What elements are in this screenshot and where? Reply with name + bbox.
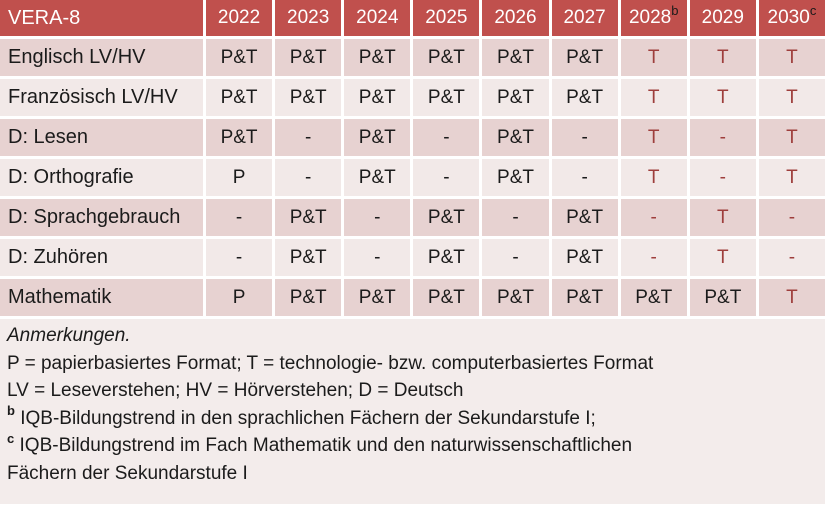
table-cell: T bbox=[620, 119, 687, 156]
table-cell: P&T bbox=[551, 199, 618, 236]
table-cell: T bbox=[620, 79, 687, 116]
column-header-2030: 2030 c bbox=[758, 0, 825, 36]
note-line: LV = Leseverstehen; HV = Hörverstehen; D… bbox=[7, 380, 464, 401]
notes-section: Anmerkungen. P = papierbasiertes Format;… bbox=[0, 319, 825, 504]
table-cell: T bbox=[758, 159, 825, 196]
table-cell: - bbox=[551, 119, 618, 156]
row-label: D: Lesen bbox=[0, 119, 203, 156]
table-cell: - bbox=[482, 239, 549, 276]
table-cell: P&T bbox=[551, 39, 618, 76]
table-cell: P&T bbox=[275, 239, 342, 276]
row-label: Französisch LV/HV bbox=[0, 79, 203, 116]
table-cell: P&T bbox=[551, 279, 618, 316]
table-cell: - bbox=[275, 159, 342, 196]
table-cell: - bbox=[344, 199, 411, 236]
table-cell: - bbox=[689, 159, 756, 196]
column-header-2024: 2024 bbox=[344, 0, 411, 36]
note-line-continuation: Fächern der Sekundarstufe I bbox=[7, 462, 248, 484]
column-header-2022: 2022 bbox=[206, 0, 273, 36]
table-cell: P&T bbox=[275, 39, 342, 76]
table-cell: P&T bbox=[206, 39, 273, 76]
table-cell: T bbox=[689, 79, 756, 116]
table-cell: P&T bbox=[482, 119, 549, 156]
table-cell: - bbox=[620, 239, 687, 276]
column-header-2026: 2026 bbox=[482, 0, 549, 36]
table-cell: P&T bbox=[413, 39, 480, 76]
column-header-2023: 2023 bbox=[275, 0, 342, 36]
note-superscript: b bbox=[7, 403, 15, 419]
table-cell: T bbox=[689, 239, 756, 276]
table-cell: P&T bbox=[689, 279, 756, 316]
table-cell: P&T bbox=[413, 279, 480, 316]
table-cell: P&T bbox=[413, 199, 480, 236]
table-cell: P&T bbox=[551, 79, 618, 116]
notes-heading: Anmerkungen. bbox=[7, 325, 131, 346]
table-cell: - bbox=[551, 159, 618, 196]
table-cell: P&T bbox=[344, 159, 411, 196]
table-cell: P&T bbox=[344, 279, 411, 316]
table-cell: P&T bbox=[620, 279, 687, 316]
table-cell: T bbox=[758, 39, 825, 76]
table-cell: - bbox=[413, 119, 480, 156]
table-cell: - bbox=[758, 199, 825, 236]
table-cell: P&T bbox=[344, 79, 411, 116]
table-cell: - bbox=[206, 199, 273, 236]
row-label: D: Orthografie bbox=[0, 159, 203, 196]
table-cell: P&T bbox=[482, 39, 549, 76]
table-cell: - bbox=[275, 119, 342, 156]
row-label: Englisch LV/HV bbox=[0, 39, 203, 76]
table-cell: P&T bbox=[275, 79, 342, 116]
table-cell: P&T bbox=[275, 279, 342, 316]
table-title: VERA-8 bbox=[0, 0, 203, 36]
table-cell: - bbox=[344, 239, 411, 276]
column-header-2027: 2027 bbox=[551, 0, 618, 36]
column-header-2028: 2028 b bbox=[620, 0, 687, 36]
table-cell: P&T bbox=[206, 119, 273, 156]
table-cell: - bbox=[689, 119, 756, 156]
note-superscript: c bbox=[7, 430, 15, 446]
row-label: D: Zuhören bbox=[0, 239, 203, 276]
table-cell: T bbox=[758, 119, 825, 156]
table-cell: T bbox=[620, 39, 687, 76]
table-cell: P&T bbox=[344, 39, 411, 76]
table-cell: T bbox=[689, 39, 756, 76]
table-cell: T bbox=[620, 159, 687, 196]
table-cell: T bbox=[689, 199, 756, 236]
vera8-table: VERA-8 2022 2023 2024 2025 2026 2027 2028 b 2029 2… bbox=[0, 0, 825, 316]
table-cell: P&T bbox=[413, 239, 480, 276]
row-label: Mathematik bbox=[0, 279, 203, 316]
table-cell: - bbox=[620, 199, 687, 236]
table-cell: P&T bbox=[344, 119, 411, 156]
table-cell: P&T bbox=[482, 279, 549, 316]
table-cell: P&T bbox=[206, 79, 273, 116]
column-header-2029: 2029 bbox=[689, 0, 756, 36]
note-line: c IQB-Bildungstrend im Fach Mathematik u… bbox=[7, 432, 825, 487]
table-cell: P bbox=[206, 159, 273, 196]
table-cell: - bbox=[758, 239, 825, 276]
table-cell: P&T bbox=[413, 79, 480, 116]
table-cell: T bbox=[758, 79, 825, 116]
column-header-2025: 2025 bbox=[413, 0, 480, 36]
table-cell: - bbox=[482, 199, 549, 236]
table-cell: - bbox=[413, 159, 480, 196]
row-label: D: Sprachgebrauch bbox=[0, 199, 203, 236]
note-line: P = papierbasiertes Format; T = technolo… bbox=[7, 352, 654, 374]
note-line: b IQB-Bildungstrend in den sprachlichen … bbox=[7, 403, 596, 429]
table-cell: P&T bbox=[482, 159, 549, 196]
table-cell: P&T bbox=[551, 239, 618, 276]
table-cell: P&T bbox=[482, 79, 549, 116]
table-cell: P bbox=[206, 279, 273, 316]
table-cell: T bbox=[758, 279, 825, 316]
table-cell: - bbox=[206, 239, 273, 276]
table-cell: P&T bbox=[275, 199, 342, 236]
